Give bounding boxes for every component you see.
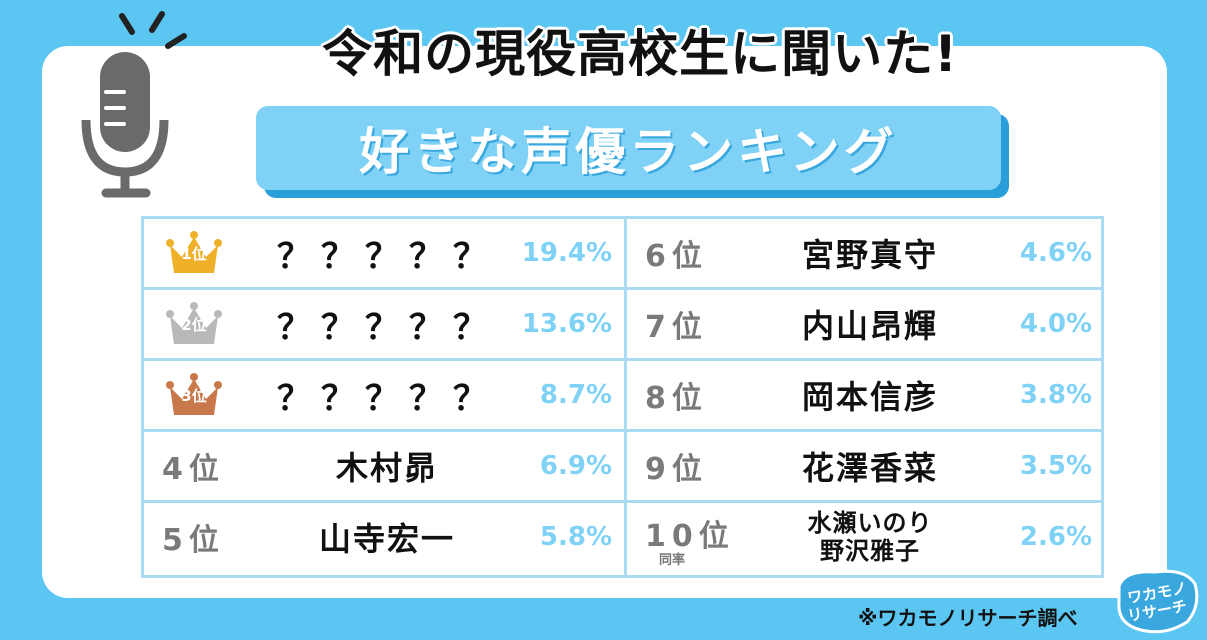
voice-actor-name: 水瀬いのり [807,509,933,537]
percentage: 3.5% [1019,451,1092,481]
ranking-row: 2位 ？？？？？ 13.6% [144,290,624,361]
percentage: 4.0% [1019,309,1092,339]
ranking-row: 10位 同率 水瀬いのり 野沢雅子 2.6% [627,503,1104,574]
silver-crown-icon [166,302,222,344]
rank-label: 6位 [645,239,708,274]
percentage: 2.6% [1019,522,1092,552]
microphone-icon [81,11,187,198]
ranking-row: 6位 宮野真守 4.6% [627,219,1104,290]
voice-actor-name: 宮野真守 [801,236,938,274]
ranking-column-right: 6位 宮野真守 4.6% 7位 内山昂輝 4.0% 8位 岡本信彦 3.8% 9… [624,219,1104,575]
voice-actor-name: 内山昂輝 [801,307,938,345]
ranking-row: 9位 花澤香菜 3.5% [627,432,1104,503]
percentage: 4.6% [1019,238,1092,268]
ranking-row: 1位 ？？？？？ 19.4% [144,219,624,290]
voice-actor-name: ？？？？？ [277,307,497,348]
bronze-crown-icon [166,373,222,415]
percentage: 6.9% [539,451,612,481]
rank-label: 4位 [162,452,225,487]
percentage: 8.7% [539,380,612,410]
page-title: 令和の現役高校生に聞いた! [322,25,958,83]
ranking-column-left: 1位 ？？？？？ 19.4% 2位 ？？？？？ 13.6% 3位 ？？？？？ 8… [144,219,624,575]
ranking-row: 7位 内山昂輝 4.0% [627,290,1104,361]
percentage: 19.4% [521,238,612,268]
voice-actor-name-pair: 水瀬いのり 野沢雅子 [745,503,995,571]
voice-actor-name: 野沢雅子 [820,537,920,565]
rank-label: 5位 [162,523,225,558]
voice-actor-name: 花澤香菜 [801,449,938,487]
gold-crown-icon [166,231,222,273]
source-note: ※ワカモノリサーチ調べ [858,606,1078,630]
voice-actor-name: 山寺宏一 [318,520,455,558]
ranking-row: 4位 木村昴 6.9% [144,432,624,503]
rank-label: 9位 [645,452,708,487]
rank-label: 2位 [181,316,207,334]
ranking-row: 5位 山寺宏一 5.8% [144,503,624,574]
ranking-row: 8位 岡本信彦 3.8% [627,361,1104,432]
percentage: 13.6% [521,309,612,339]
voice-actor-name: 木村昴 [335,449,438,487]
rank-label: 8位 [645,381,708,416]
wakamono-research-logo: ワカモノ リサーチ [1117,569,1199,634]
ranking-row: 3位 ？？？？？ 8.7% [144,361,624,432]
rank-label: 10位 [645,519,735,554]
percentage: 5.8% [539,522,612,552]
ranking-banner: 好きな声優ランキング [256,106,1001,190]
tie-label: 同率 [659,553,686,568]
voice-actor-name: 岡本信彦 [801,378,938,416]
ranking-table: 1位 ？？？？？ 19.4% 2位 ？？？？？ 13.6% 3位 ？？？？？ 8… [141,216,1104,578]
percentage: 3.8% [1019,380,1092,410]
voice-actor-name: ？？？？？ [277,236,497,277]
rank-label: 3位 [181,387,207,405]
rank-label: 1位 [181,245,207,263]
voice-actor-name: ？？？？？ [277,378,497,419]
rank-label: 7位 [645,310,708,345]
